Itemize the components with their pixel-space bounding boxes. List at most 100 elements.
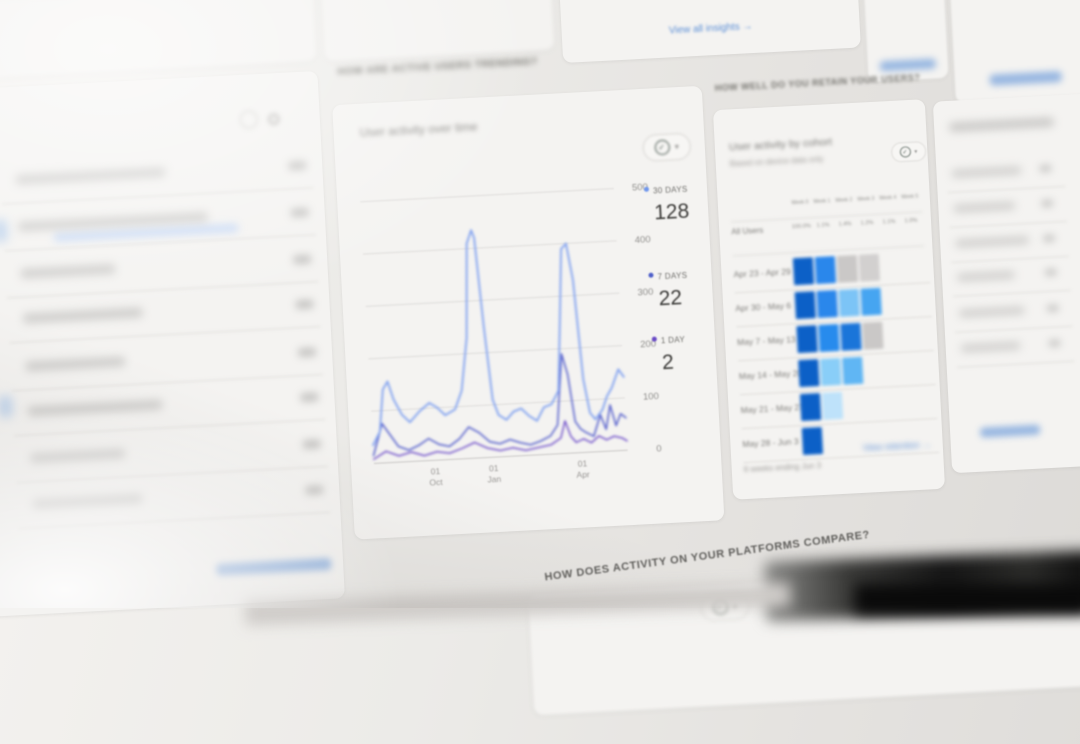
all-users-value: 1.2%: [860, 220, 874, 227]
all-users-label: All Users: [731, 225, 764, 237]
legend-value: 2: [661, 350, 675, 375]
blurred-link[interactable]: [979, 424, 1041, 438]
cohort-row-label: Apr 30 - May 6: [735, 300, 792, 314]
cohort-cell: [858, 253, 881, 282]
list-item[interactable]: [15, 166, 166, 185]
cohort-cell: [794, 291, 816, 320]
week-column-header: Week 1: [813, 198, 831, 205]
list-item-value: [288, 160, 307, 171]
list-item[interactable]: [955, 235, 1030, 248]
list-item-value: [292, 254, 312, 265]
svg-text:01: 01: [430, 466, 440, 476]
cohort-cell: [881, 253, 902, 281]
cohort-cell: [801, 426, 824, 455]
blurred-link[interactable]: [215, 557, 332, 576]
legend-dot-icon: [651, 336, 657, 342]
cohort-cell: [904, 285, 925, 313]
cohort-cell: [886, 354, 907, 382]
analytics-dashboard: View all insights → HOW ARE ACTIVE USERS…: [0, 0, 1080, 639]
cohort-cell: [796, 325, 818, 354]
cohort-row-cells: [794, 285, 926, 320]
list-item-value: [297, 347, 317, 358]
legend-item-7-days[interactable]: 7 DAYS 22: [648, 265, 689, 312]
cohort-cell: [866, 390, 887, 418]
cohort-row-cells: [796, 319, 927, 354]
view-all-insights-link[interactable]: View all insights →: [668, 21, 753, 37]
blurred-link[interactable]: [879, 58, 937, 72]
list-item[interactable]: [20, 263, 116, 279]
list-item[interactable]: [25, 356, 126, 372]
list-item[interactable]: [953, 201, 1016, 213]
cohort-week-headers: Week 0 Week 1 Week 2 Week 3 Week 4 Week 5: [790, 194, 920, 207]
top-middle-card: [320, 0, 555, 62]
cohort-row-label: May 21 - May 27: [740, 401, 805, 416]
list-item[interactable]: [951, 166, 1022, 178]
legend-dot-icon: [648, 272, 654, 278]
cohort-cell: [798, 359, 820, 388]
help-icon[interactable]: [239, 110, 259, 130]
week-column-header: Week 0: [791, 199, 809, 207]
cohort-cell: [799, 393, 822, 422]
card-title: User activity over time: [359, 119, 478, 140]
card-title-blurred: [948, 117, 1055, 132]
cohort-cell: [792, 257, 815, 286]
cohort-cell: [910, 387, 931, 415]
list-item[interactable]: [32, 493, 143, 510]
list-item[interactable]: [956, 270, 1016, 282]
all-users-value: 1.4%: [838, 221, 852, 228]
cohort-cell: [903, 251, 924, 279]
left-list-card: [0, 70, 345, 618]
card-subtitle: Based on device data only: [729, 154, 824, 169]
cohort-footer: 6 weeks ending Jun 3: [743, 461, 822, 475]
legend-value: 128: [653, 199, 690, 225]
activity-line-chart: 500 400 300 200 100 0 01 Oct 01 Jan 01 Apr: [360, 182, 675, 501]
list-item[interactable]: [22, 307, 143, 324]
all-users-value: 1.1%: [816, 222, 830, 229]
legend-item-1-day[interactable]: 1 DAY 2: [651, 329, 686, 376]
list-item-value: [1044, 268, 1058, 277]
list-item-value: [1042, 234, 1056, 243]
all-users-value: 1.1%: [882, 218, 896, 226]
user-activity-card: User activity over time 5004003002001000…: [332, 85, 725, 540]
insights-summary-card: View all insights →: [558, 0, 861, 64]
top-left-card: [0, 0, 317, 81]
list-item[interactable]: [958, 306, 1026, 318]
cohort-cell: [906, 319, 927, 347]
svg-text:Jan: Jan: [487, 474, 501, 485]
week-column-header: Week 4: [879, 195, 897, 202]
right-list-card: [932, 88, 1080, 474]
top-right-card-1: [862, 0, 949, 83]
list-item-value: [1046, 304, 1059, 313]
list-item-value: [1039, 164, 1052, 173]
cohort-cell: [882, 287, 903, 315]
cohort-row-label: May 14 - May 20: [738, 367, 803, 382]
card-title: User activity by cohort: [728, 136, 833, 154]
cohort-cell: [820, 357, 842, 386]
cohort-cell: [884, 321, 905, 349]
cohort-cell: [860, 287, 882, 316]
all-users-value: 100.0%: [791, 223, 812, 231]
all-users-value: 1.0%: [904, 217, 918, 225]
list-item-value: [1041, 199, 1054, 208]
cohort-cell: [908, 353, 929, 381]
cohort-cell: [864, 356, 885, 384]
cohort-cell: [821, 391, 844, 420]
cohort-cell: [836, 254, 859, 283]
cohort-cell: [818, 323, 840, 352]
list-item[interactable]: [960, 341, 1021, 353]
legend-label: 7 DAYS: [657, 270, 688, 282]
more-options-icon[interactable]: [267, 112, 281, 126]
metric-selector-dropdown[interactable]: [890, 141, 927, 163]
svg-text:01: 01: [489, 463, 499, 473]
cohort-retention-card: User activity by cohort Based on device …: [712, 99, 946, 500]
list-item[interactable]: [27, 399, 163, 417]
blurred-link[interactable]: [989, 70, 1062, 86]
cohort-cell: [862, 321, 884, 350]
list-item-value: [300, 392, 319, 403]
section-header-retention: HOW WELL DO YOU RETAIN YOUR USERS?: [714, 72, 921, 94]
list-item[interactable]: [29, 448, 126, 464]
cohort-row-label: May 7 - May 13: [736, 334, 796, 348]
cohort-row-label: May 28 - Jun 3: [742, 436, 799, 450]
svg-text:Apr: Apr: [576, 469, 590, 480]
legend-item-30-days[interactable]: 30 DAYS 128: [643, 179, 690, 226]
